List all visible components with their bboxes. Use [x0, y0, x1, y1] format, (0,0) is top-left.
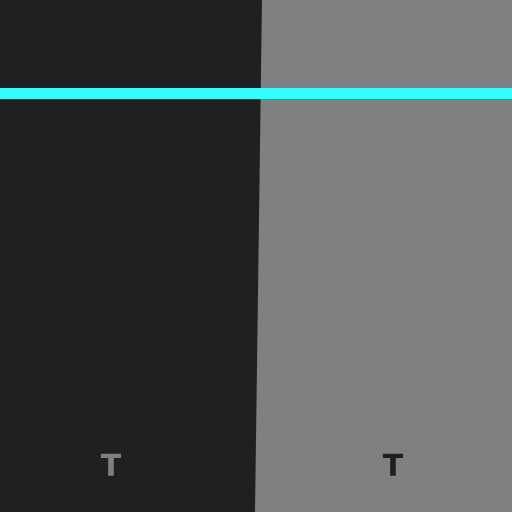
horizontal-scanline: [0, 88, 512, 99]
right-panel-glyph: T: [382, 449, 404, 484]
left-panel-glyph: T: [100, 449, 122, 484]
